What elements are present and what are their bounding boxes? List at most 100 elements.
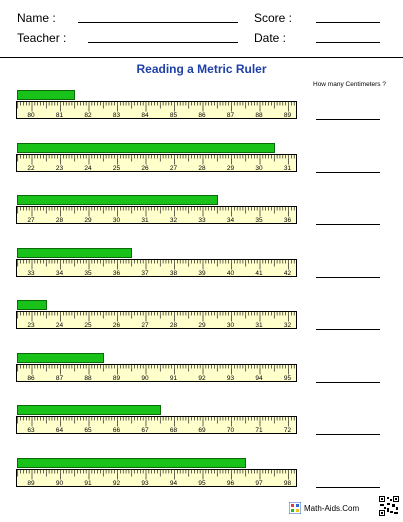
ruler-number: 35 bbox=[84, 270, 92, 277]
ruler-number: 94 bbox=[255, 375, 263, 382]
ruler-number: 90 bbox=[56, 480, 64, 487]
measured-bar bbox=[17, 90, 75, 100]
ruler-problem: 33 34 35 36 37 38 39 40 41 42 bbox=[0, 247, 403, 288]
ruler-number: 39 bbox=[198, 270, 206, 277]
ruler-number: 86 bbox=[27, 375, 35, 382]
ruler-number: 26 bbox=[113, 322, 121, 329]
ruler-number: 92 bbox=[113, 480, 121, 487]
ruler-body bbox=[16, 258, 297, 277]
metric-ruler: 89 90 91 92 93 94 95 96 97 98 bbox=[16, 468, 297, 487]
ruler-number: 82 bbox=[84, 112, 92, 119]
worksheet-title: Reading a Metric Ruler bbox=[136, 62, 267, 76]
ruler-number: 68 bbox=[170, 427, 178, 434]
ruler-number: 37 bbox=[141, 270, 149, 277]
ruler-number: 40 bbox=[227, 270, 235, 277]
ruler-number: 22 bbox=[27, 165, 35, 172]
answer-field[interactable] bbox=[316, 329, 380, 330]
ruler-number: 65 bbox=[84, 427, 92, 434]
ruler-number: 36 bbox=[113, 270, 121, 277]
ruler-number: 24 bbox=[56, 322, 64, 329]
ruler-number: 87 bbox=[227, 112, 235, 119]
answer-field[interactable] bbox=[316, 486, 380, 488]
ruler-number: 97 bbox=[255, 480, 263, 487]
header-divider bbox=[0, 57, 403, 58]
metric-ruler: 80 81 82 83 84 85 86 87 88 89 bbox=[16, 101, 297, 119]
ruler-number: 91 bbox=[170, 375, 178, 382]
name-label: Name : bbox=[17, 11, 56, 25]
ruler-number: 90 bbox=[141, 375, 149, 382]
measured-bar bbox=[17, 247, 132, 258]
ruler-number: 63 bbox=[27, 427, 35, 434]
ruler-number: 92 bbox=[198, 375, 206, 382]
ruler-problem: 80 81 82 83 84 85 86 87 88 89 bbox=[0, 90, 403, 130]
ruler-problem: 23 24 25 26 27 28 29 30 31 32 bbox=[0, 300, 403, 340]
ruler-number: 42 bbox=[284, 270, 292, 277]
answer-field[interactable] bbox=[316, 224, 380, 225]
answer-field[interactable] bbox=[316, 381, 380, 383]
ruler-number: 35 bbox=[255, 217, 263, 224]
answer-column-header: How many Centimeters ? bbox=[313, 81, 386, 88]
ruler-number: 80 bbox=[27, 112, 35, 119]
ruler-number: 70 bbox=[227, 427, 235, 434]
ruler-number: 36 bbox=[284, 217, 292, 224]
ruler-number: 93 bbox=[227, 375, 235, 382]
ruler-number: 87 bbox=[56, 375, 64, 382]
ruler-problem: 89 90 91 92 93 94 95 96 97 98 bbox=[0, 457, 403, 498]
qr-code-icon bbox=[378, 495, 400, 517]
ruler-number: 30 bbox=[255, 165, 263, 172]
ruler-number: 27 bbox=[141, 322, 149, 329]
ruler-body bbox=[16, 311, 297, 329]
ruler-number: 25 bbox=[84, 322, 92, 329]
ruler-number: 72 bbox=[284, 427, 292, 434]
ruler-number: 28 bbox=[56, 217, 64, 224]
ruler-body bbox=[16, 416, 297, 434]
ruler-number: 83 bbox=[113, 112, 121, 119]
ruler-body bbox=[16, 206, 297, 224]
ruler-number: 95 bbox=[284, 375, 292, 382]
score-field[interactable] bbox=[316, 22, 380, 23]
date-field[interactable] bbox=[316, 42, 380, 43]
ruler-number: 98 bbox=[284, 480, 292, 487]
ruler-number: 81 bbox=[56, 112, 64, 119]
ruler-number: 25 bbox=[113, 165, 121, 172]
name-field[interactable] bbox=[78, 22, 238, 23]
ruler-number: 30 bbox=[227, 322, 235, 329]
ruler-body bbox=[16, 363, 297, 382]
measured-bar bbox=[17, 405, 161, 415]
ruler-problem: 63 64 65 66 67 68 69 70 71 72 bbox=[0, 405, 403, 445]
ruler-number: 96 bbox=[227, 480, 235, 487]
measured-bar bbox=[17, 300, 47, 310]
ruler-number: 29 bbox=[227, 165, 235, 172]
ruler-number: 85 bbox=[170, 112, 178, 119]
answer-field[interactable] bbox=[316, 119, 380, 120]
ruler-number: 28 bbox=[170, 322, 178, 329]
ruler-number: 91 bbox=[84, 480, 92, 487]
measured-bar bbox=[17, 195, 218, 205]
ruler-number: 88 bbox=[255, 112, 263, 119]
ruler-number: 89 bbox=[27, 480, 35, 487]
ruler-number: 93 bbox=[141, 480, 149, 487]
ruler-number: 88 bbox=[84, 375, 92, 382]
ruler-number: 34 bbox=[227, 217, 235, 224]
ruler-number: 32 bbox=[284, 322, 292, 329]
ruler-number: 94 bbox=[170, 480, 178, 487]
ruler-number: 31 bbox=[284, 165, 292, 172]
ruler-number: 28 bbox=[198, 165, 206, 172]
brand-name: Math-Aids.Com bbox=[304, 503, 360, 513]
teacher-label: Teacher : bbox=[17, 31, 67, 45]
ruler-number: 84 bbox=[141, 112, 149, 119]
ruler-number: 38 bbox=[170, 270, 178, 277]
metric-ruler: 23 24 25 26 27 28 29 30 31 32 bbox=[16, 311, 297, 329]
ruler-number: 66 bbox=[113, 427, 121, 434]
ruler-number: 34 bbox=[56, 270, 64, 277]
measured-bar bbox=[17, 142, 275, 153]
ruler-number: 33 bbox=[198, 217, 206, 224]
answer-field[interactable] bbox=[316, 171, 380, 173]
ruler-number: 24 bbox=[84, 165, 92, 172]
answer-field[interactable] bbox=[316, 434, 380, 435]
ruler-number: 71 bbox=[255, 427, 263, 434]
date-label: Date : bbox=[254, 31, 287, 45]
ruler-body bbox=[16, 468, 297, 487]
answer-field[interactable] bbox=[316, 276, 380, 278]
teacher-field[interactable] bbox=[88, 42, 238, 43]
